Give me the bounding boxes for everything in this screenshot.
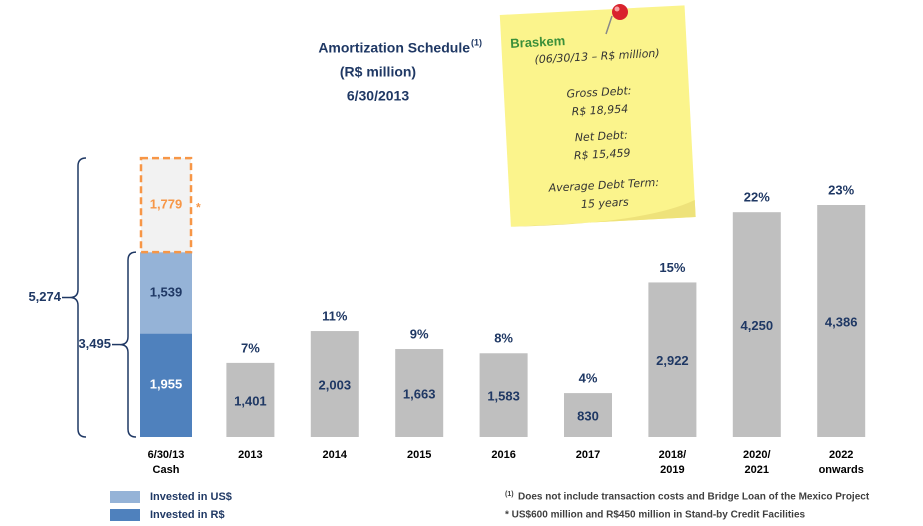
- footnote: * US$600 million and R$450 million in St…: [505, 510, 806, 521]
- x-tick-label: onwards: [819, 464, 864, 476]
- share-label: 22%: [744, 190, 770, 205]
- share-label: 23%: [828, 182, 854, 197]
- value-label: 1,583: [487, 389, 520, 404]
- value-label: 830: [577, 408, 599, 423]
- pin-shine: [614, 6, 620, 12]
- share-label: 15%: [659, 260, 685, 275]
- share-label: 11%: [322, 308, 348, 323]
- bar: [226, 362, 275, 437]
- x-tick-label: 2022: [829, 449, 853, 461]
- share-label: 8%: [494, 331, 513, 346]
- x-tick-label: 2017: [576, 449, 600, 461]
- x-tick-label: 2021: [745, 464, 769, 476]
- chart-title: Amortization Schedule: [318, 40, 470, 56]
- value-label: 4,386: [825, 314, 858, 329]
- bar: [479, 353, 528, 437]
- note-shadow: [510, 200, 696, 227]
- legend-swatch: [110, 491, 140, 503]
- x-tick-label: 2015: [407, 449, 431, 461]
- x-tick-label: Cash: [153, 464, 180, 476]
- value-label: 1,955: [150, 377, 183, 392]
- note-paper: [499, 5, 696, 227]
- note-line: Average Debt Term:: [547, 176, 659, 195]
- bar: [732, 212, 781, 437]
- bar: [648, 282, 697, 437]
- note-line: Gross Debt:: [566, 84, 632, 100]
- standby-bar: [139, 156, 193, 254]
- value-label: 2,003: [319, 377, 352, 392]
- share-label: 9%: [410, 326, 429, 341]
- note-line: Net Debt:: [574, 128, 628, 144]
- note-line: 15 years: [581, 196, 630, 211]
- pin-head: [612, 4, 628, 20]
- x-tick-label: 2020/: [743, 449, 771, 461]
- pin-needle: [605, 15, 613, 35]
- legend-label: Invested in US$: [150, 491, 232, 503]
- cash-bar-segment: [140, 333, 192, 437]
- value-label: 1,401: [234, 393, 267, 408]
- bar: [310, 331, 359, 437]
- footnote: Does not include transaction costs and B…: [518, 492, 870, 503]
- bar: [817, 205, 866, 437]
- note-line: R$ 15,459: [574, 146, 631, 162]
- x-tick-label: 2014: [323, 449, 348, 461]
- bracket-label: 5,274: [28, 289, 61, 304]
- legend-swatch: [110, 509, 140, 521]
- share-label: 4%: [579, 371, 598, 386]
- bracket: [119, 251, 137, 438]
- note-brand: Braskem: [510, 33, 566, 51]
- value-label: 4,250: [741, 318, 774, 333]
- x-tick-label: 2019: [660, 464, 684, 476]
- x-tick-label: 2018/: [659, 449, 687, 461]
- bracket-label: 3,495: [78, 336, 111, 351]
- chart-subtitle: (R$ million): [340, 64, 416, 80]
- legend-label: Invested in R$: [150, 509, 225, 521]
- note-lines: (06/30/13 – R$ million)Gross Debt:R$ 18,…: [534, 47, 660, 211]
- x-tick-label: 2013: [238, 449, 262, 461]
- bar: [564, 393, 612, 437]
- value-label: 1,779: [150, 197, 183, 212]
- value-label: 2,922: [656, 353, 689, 368]
- bracket: [69, 157, 87, 438]
- share-label: 7%: [241, 340, 260, 355]
- title-note: (1): [471, 37, 482, 47]
- sticky-note: Braskem (06/30/13 – R$ million)Gross Deb…: [499, 5, 696, 227]
- cash-bar-segment: [140, 252, 192, 334]
- value-label: 1,663: [403, 386, 436, 401]
- note-line: R$ 18,954: [571, 102, 628, 118]
- chart-date: 6/30/2013: [347, 88, 409, 104]
- footnote-mark: (1): [505, 491, 514, 498]
- x-tick-label: 6/30/13: [148, 449, 185, 461]
- value-label: 1,539: [150, 284, 183, 299]
- x-tick-label: 2016: [491, 449, 515, 461]
- standby-marker: *: [196, 200, 201, 214]
- bar: [395, 349, 444, 437]
